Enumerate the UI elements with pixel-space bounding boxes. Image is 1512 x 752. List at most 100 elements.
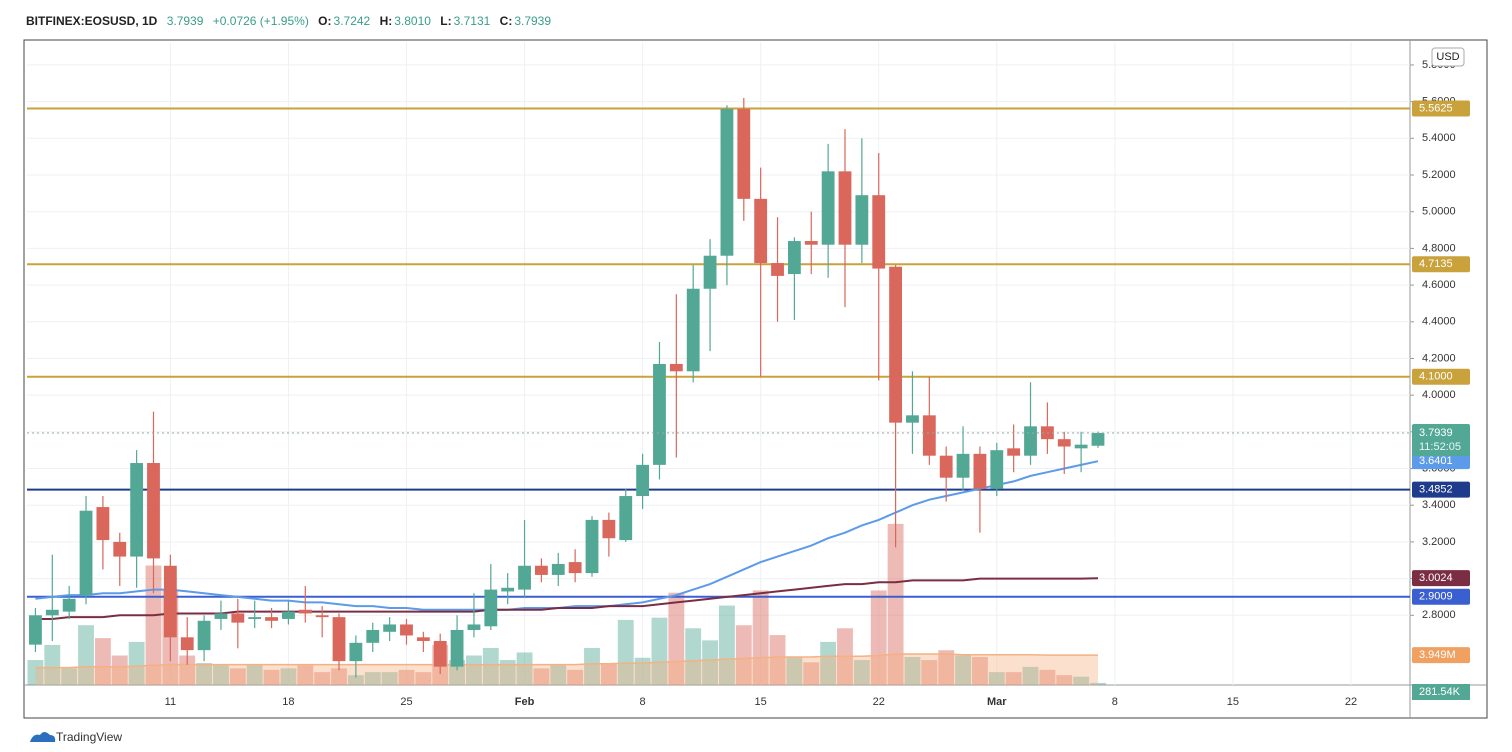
y-tick-label: 5.2000 — [1422, 169, 1456, 181]
candle-body — [787, 241, 801, 275]
x-tick-label: 22 — [873, 696, 885, 708]
volume-bar — [229, 668, 246, 685]
volume-bar — [61, 668, 78, 685]
volume-bar — [651, 617, 668, 685]
candle-body — [29, 615, 42, 645]
volume-bar — [1039, 669, 1056, 685]
volume-bar — [482, 647, 499, 685]
volume-bar — [752, 590, 769, 685]
volume-bar — [145, 565, 162, 685]
volume-bar — [263, 669, 280, 685]
x-tick-label: 25 — [400, 696, 412, 708]
symbol: BITFINEX:EOSUSD, 1D — [26, 14, 158, 28]
candle-body — [602, 519, 616, 539]
volume-bar — [27, 660, 44, 685]
y-tick-label: 4.8000 — [1422, 242, 1456, 254]
level-label-badge — [1412, 481, 1470, 498]
candle-body — [1091, 432, 1105, 446]
moving-average — [35, 577, 1099, 620]
x-tick-label: 22 — [1345, 696, 1357, 708]
volume-bar — [988, 672, 1005, 685]
candle-body — [400, 624, 413, 636]
brand-logo — [30, 732, 56, 742]
candle-body — [973, 453, 987, 489]
candle-body — [568, 562, 582, 574]
candle-body — [703, 255, 717, 289]
volume-bar — [550, 665, 567, 685]
volume-bar — [398, 669, 415, 685]
candle-body — [315, 615, 329, 618]
volume-bar — [381, 672, 398, 685]
open-key: O: — [318, 14, 332, 28]
high-key: H: — [379, 14, 393, 28]
candle-body — [180, 637, 194, 651]
volume-bar — [499, 660, 516, 685]
candle-body — [518, 565, 531, 590]
volume-bar — [533, 668, 550, 685]
y-tick-label: 2.8000 — [1422, 609, 1456, 621]
level-label-badge — [1412, 256, 1470, 273]
volume-bar — [78, 625, 94, 685]
volume-label: 281.54K — [1419, 686, 1461, 698]
volume-bar — [617, 619, 634, 685]
level-label: 2.9009 — [1419, 591, 1453, 603]
currency: USD — [1436, 51, 1459, 63]
volume-bar — [415, 672, 432, 685]
candle-body — [720, 108, 734, 256]
candle-body — [804, 241, 818, 245]
candle-body — [282, 611, 295, 619]
candle-body — [669, 363, 683, 372]
candle-body — [130, 463, 144, 557]
volume-bar — [331, 668, 347, 685]
volume-bar — [584, 647, 600, 685]
x-tick-label: 8 — [640, 696, 646, 708]
candle-body — [113, 541, 127, 557]
candle-body — [956, 453, 970, 478]
y-tick-label: 3.2000 — [1422, 536, 1456, 548]
volume-bar — [567, 669, 584, 685]
level-label: 4.1000 — [1419, 371, 1453, 383]
candle-body — [467, 624, 481, 630]
volume-bar — [820, 641, 837, 685]
level-label-badge — [1412, 100, 1470, 117]
candle-body — [619, 496, 633, 541]
volume-bar — [702, 640, 718, 685]
candle-body — [872, 195, 886, 269]
candle-body — [45, 609, 59, 616]
close-key: C: — [499, 14, 513, 28]
candle-body — [231, 613, 245, 623]
volume-bar — [280, 668, 297, 685]
volume-bar — [314, 672, 331, 685]
low-key: L: — [440, 14, 452, 28]
chart-frame — [23, 39, 1488, 719]
candle-body — [79, 510, 93, 596]
candle-body — [62, 598, 76, 612]
volume-ma-line — [35, 653, 1098, 669]
volume-ma-label: 3.949M — [1419, 649, 1456, 661]
low-value: 3.7131 — [453, 14, 491, 28]
brand: TradingView — [56, 730, 123, 744]
level-label: 4.7135 — [1419, 258, 1453, 270]
level-label: 5.5625 — [1419, 102, 1453, 114]
candle-body — [349, 642, 363, 662]
volume-bar — [44, 644, 61, 685]
candle-body — [855, 195, 869, 245]
volume-bar — [634, 657, 651, 685]
countdown: 11:52:05 — [1419, 441, 1461, 453]
candle-body — [686, 288, 700, 372]
candle-body — [653, 363, 666, 465]
candle-body — [771, 263, 784, 276]
volume-bar — [466, 655, 482, 685]
level-label-badge — [1412, 588, 1470, 605]
x-tick-label: Mar — [987, 696, 1007, 708]
volume-bar — [516, 652, 533, 685]
candle-body — [1007, 448, 1021, 456]
y-tick-label: 4.6000 — [1422, 279, 1456, 291]
x-tick-label: 18 — [282, 696, 294, 708]
x-tick-label: 15 — [1227, 696, 1239, 708]
candle-body — [551, 563, 565, 575]
candle-body — [501, 587, 515, 592]
ma-label: 3.6401 — [1419, 455, 1453, 467]
volume-ma-area — [35, 654, 1098, 685]
